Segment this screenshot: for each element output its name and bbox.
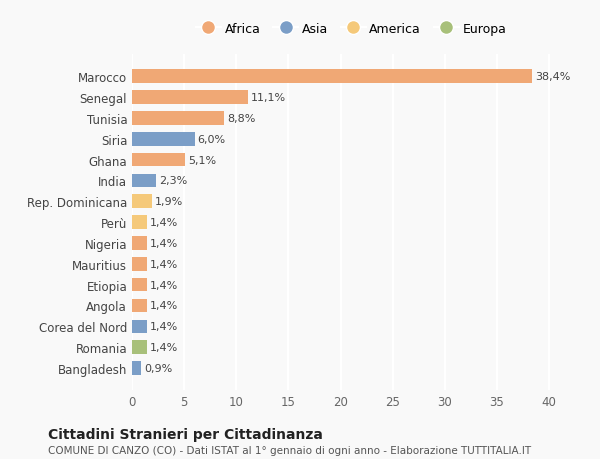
Text: Cittadini Stranieri per Cittadinanza: Cittadini Stranieri per Cittadinanza — [48, 427, 323, 441]
Bar — [132, 91, 248, 105]
Text: 1,4%: 1,4% — [150, 218, 178, 228]
Bar — [132, 195, 152, 208]
Text: 1,4%: 1,4% — [150, 322, 178, 331]
Bar — [132, 133, 194, 146]
Text: 6,0%: 6,0% — [198, 134, 226, 145]
Bar — [132, 257, 146, 271]
Bar — [132, 153, 185, 167]
Text: 1,4%: 1,4% — [150, 259, 178, 269]
Bar — [132, 278, 146, 292]
Text: 38,4%: 38,4% — [536, 72, 571, 82]
Text: 1,9%: 1,9% — [155, 197, 183, 207]
Bar — [132, 112, 224, 125]
Bar — [132, 361, 142, 375]
Text: 0,9%: 0,9% — [145, 363, 173, 373]
Bar — [132, 70, 532, 84]
Bar — [132, 174, 156, 188]
Bar — [132, 216, 146, 230]
Text: 1,4%: 1,4% — [150, 301, 178, 311]
Text: 2,3%: 2,3% — [159, 176, 187, 186]
Text: COMUNE DI CANZO (CO) - Dati ISTAT al 1° gennaio di ogni anno - Elaborazione TUTT: COMUNE DI CANZO (CO) - Dati ISTAT al 1° … — [48, 445, 531, 455]
Legend: Africa, Asia, America, Europa: Africa, Asia, America, Europa — [191, 18, 511, 41]
Text: 8,8%: 8,8% — [227, 114, 255, 123]
Text: 11,1%: 11,1% — [251, 93, 286, 103]
Text: 1,4%: 1,4% — [150, 280, 178, 290]
Bar — [132, 341, 146, 354]
Text: 5,1%: 5,1% — [188, 155, 217, 165]
Text: 1,4%: 1,4% — [150, 238, 178, 248]
Text: 1,4%: 1,4% — [150, 342, 178, 353]
Bar — [132, 320, 146, 333]
Bar — [132, 237, 146, 250]
Bar — [132, 299, 146, 313]
